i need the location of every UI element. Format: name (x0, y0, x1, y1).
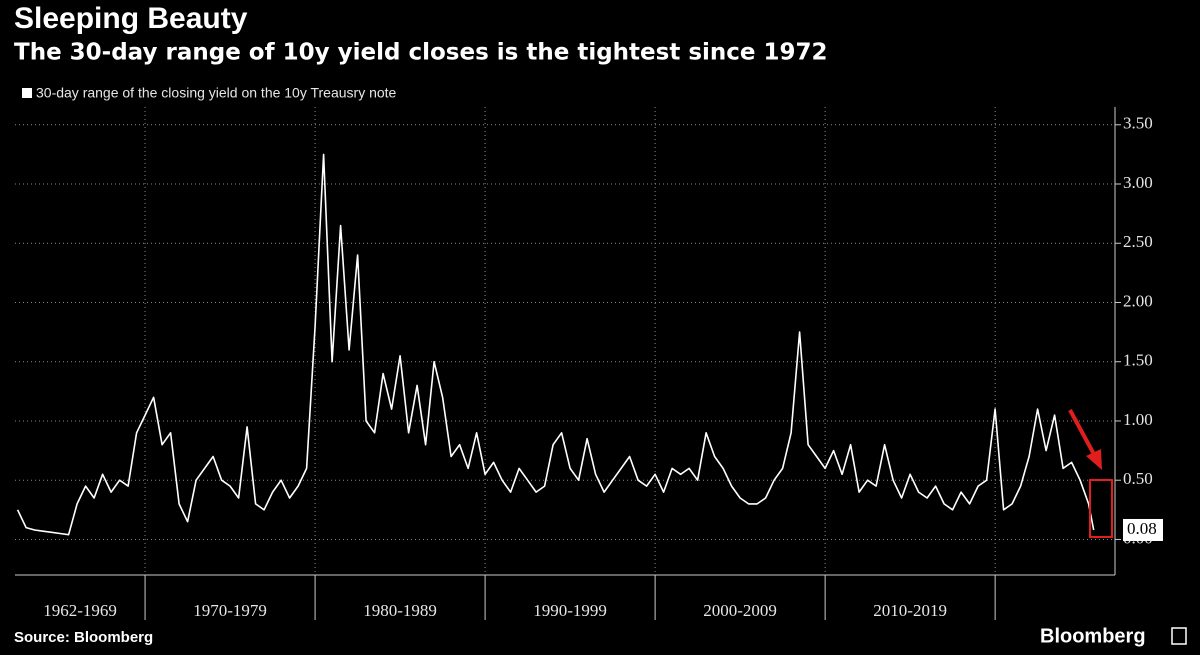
brand-logo: Bloomberg (1040, 625, 1146, 647)
x-period-label: 1990-1999 (533, 601, 607, 620)
chart-subtitle: The 30-day range of 10y yield closes is … (14, 40, 828, 66)
arrow-head (1086, 449, 1102, 470)
x-period-label: 1980-1989 (363, 601, 437, 620)
source: Source: Bloomberg (14, 629, 153, 646)
series-line (16, 153, 1095, 536)
x-period-label: 1962-1969 (43, 601, 117, 620)
legend-label: 30-day range of the closing yield on the… (36, 85, 397, 101)
y-tick-label: 3.50 (1123, 114, 1153, 133)
brand-icon (1171, 627, 1187, 645)
y-tick-label: 2.50 (1123, 232, 1153, 251)
plot: 0.000.501.001.502.002.503.003.501962-196… (15, 107, 1163, 620)
y-tick-label: 2.00 (1123, 291, 1153, 310)
y-tick-label: 1.00 (1123, 410, 1153, 429)
last-value-box (1123, 518, 1163, 541)
y-tick-label: 0.50 (1123, 469, 1153, 488)
x-period-label: 2000-2009 (703, 601, 777, 620)
last-value-label: 0.08 (1127, 519, 1157, 538)
y-tick-label: 3.00 (1123, 173, 1153, 192)
legend-swatch (22, 88, 32, 98)
highlight-box (1089, 479, 1113, 538)
y-tick-label: 1.50 (1123, 351, 1153, 370)
arrow-shaft (1068, 409, 1098, 459)
chart-title: Sleeping Beauty (14, 2, 248, 35)
x-period-label: 1970-1979 (193, 601, 267, 620)
x-period-label: 2010-2019 (873, 601, 947, 620)
